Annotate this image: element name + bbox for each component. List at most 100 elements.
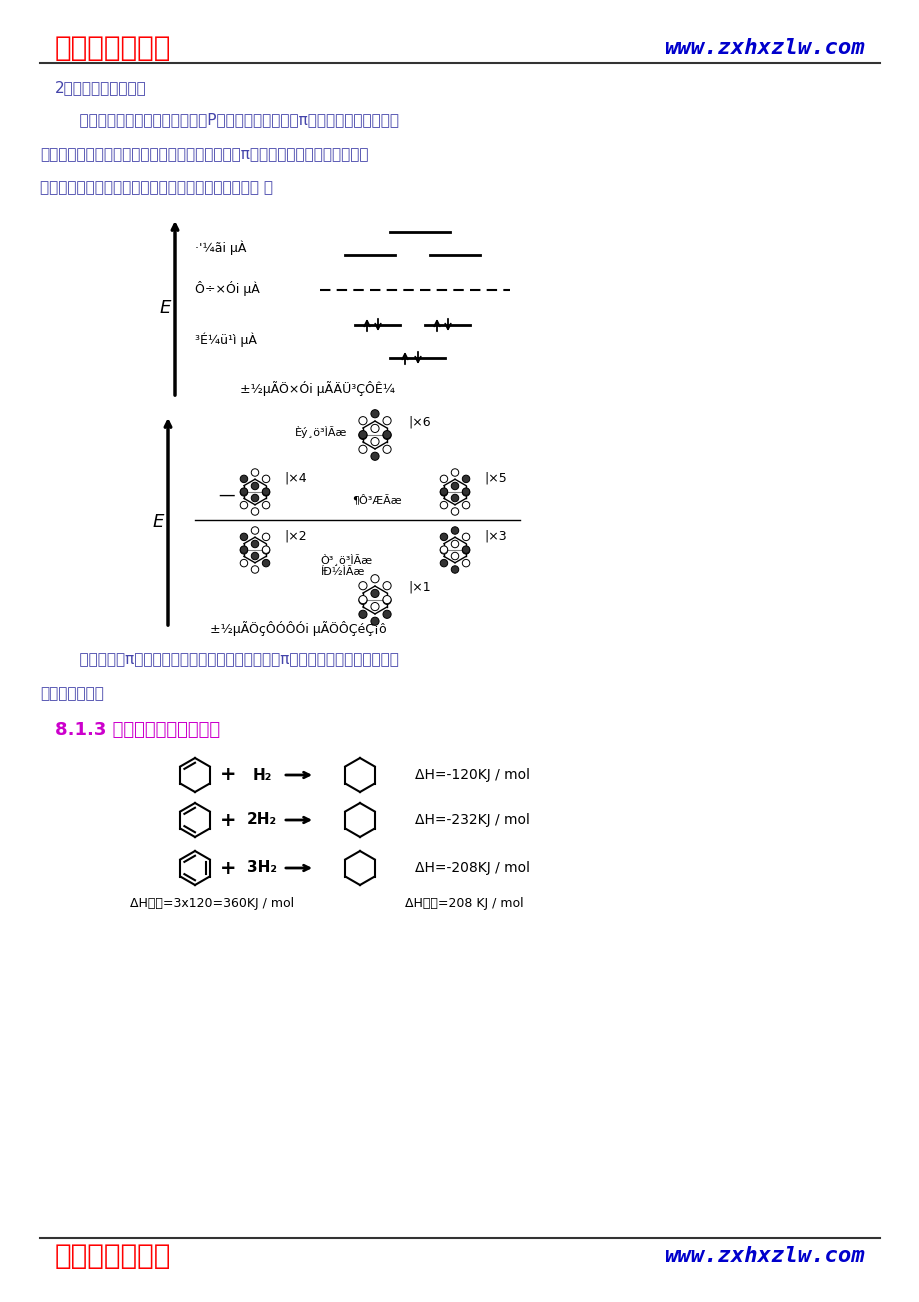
Circle shape — [251, 495, 258, 501]
Circle shape — [382, 595, 391, 604]
Text: 中学化学资料网: 中学化学资料网 — [55, 34, 171, 62]
Text: Èý¸ö³ÌÃæ: Èý¸ö³ÌÃæ — [295, 426, 347, 437]
Circle shape — [251, 540, 258, 548]
Circle shape — [358, 417, 367, 424]
Text: ±½µÃÖçÔÓÔÓi µÃÖÔÇéÇ¡ô: ±½µÃÖçÔÓÔÓi µÃÖÔÇéÇ¡ô — [210, 621, 386, 635]
Circle shape — [462, 475, 470, 483]
Circle shape — [358, 582, 367, 590]
Circle shape — [370, 617, 379, 625]
Text: |×5: |×5 — [483, 471, 506, 484]
Circle shape — [240, 488, 247, 495]
Circle shape — [462, 488, 470, 495]
Text: 2H₂: 2H₂ — [246, 812, 277, 828]
Text: 其能量比原子轨道低，所以苯分子稳定，体系能量较低 。: 其能量比原子轨道低，所以苯分子稳定，体系能量较低 。 — [40, 181, 273, 195]
Text: 苯分子的大π键是三个成键轨道叠加的结果，由于π电子都是离域的，所以碳碳: 苯分子的大π键是三个成键轨道叠加的结果，由于π电子都是离域的，所以碳碳 — [60, 652, 399, 668]
Text: ΔH=-120KJ / mol: ΔH=-120KJ / mol — [414, 768, 529, 783]
Circle shape — [251, 527, 258, 534]
Text: Ô÷×Ói µÀ: Ô÷×Ói µÀ — [195, 280, 259, 296]
Text: ·'¼ãi µÀ: ·'¼ãi µÀ — [195, 241, 246, 255]
Circle shape — [240, 501, 247, 509]
Circle shape — [439, 488, 448, 496]
Text: +: + — [220, 811, 236, 829]
Circle shape — [462, 533, 470, 540]
Circle shape — [251, 552, 258, 560]
Text: ΔH=-232KJ / mol: ΔH=-232KJ / mol — [414, 812, 529, 827]
Text: H₂: H₂ — [252, 767, 271, 783]
Circle shape — [240, 488, 247, 496]
Text: ±½µÃÖ×Ói µÃÄÜ³ÇÔÊ¼: ±½µÃÖ×Ói µÃÄÜ³ÇÔÊ¼ — [240, 380, 394, 396]
Circle shape — [262, 501, 269, 509]
Text: |×2: |×2 — [284, 530, 306, 543]
Circle shape — [451, 566, 459, 573]
Circle shape — [262, 547, 269, 555]
Circle shape — [262, 488, 269, 495]
Circle shape — [462, 547, 470, 555]
Circle shape — [251, 508, 258, 516]
Circle shape — [439, 547, 448, 555]
Circle shape — [262, 488, 269, 496]
Text: ΔH估计=3x120=360KJ / mol: ΔH估计=3x120=360KJ / mol — [130, 897, 294, 910]
Circle shape — [358, 595, 367, 604]
Circle shape — [240, 475, 247, 483]
Circle shape — [439, 560, 448, 566]
Text: Ò³¸ö³ÌÃæ
ÍÐ½ÌÃæ: Ò³¸ö³ÌÃæ ÍÐ½ÌÃæ — [320, 553, 371, 577]
Circle shape — [251, 482, 258, 490]
Text: 键长完全相同。: 键长完全相同。 — [40, 686, 104, 702]
Circle shape — [370, 590, 379, 598]
Circle shape — [370, 424, 379, 432]
Circle shape — [370, 410, 379, 418]
Circle shape — [370, 603, 379, 611]
Text: 2．分子轨道理论解释: 2．分子轨道理论解释 — [55, 81, 147, 95]
Circle shape — [240, 560, 247, 566]
Circle shape — [240, 546, 247, 553]
Circle shape — [240, 533, 247, 540]
Text: |×3: |×3 — [483, 530, 506, 543]
Circle shape — [462, 501, 470, 509]
Circle shape — [439, 546, 448, 553]
Text: +: + — [220, 858, 236, 878]
Text: |×6: |×6 — [407, 415, 430, 428]
Circle shape — [451, 527, 459, 534]
Text: |×4: |×4 — [284, 471, 306, 484]
Text: —: — — [218, 486, 234, 504]
Circle shape — [382, 611, 391, 618]
Circle shape — [370, 574, 379, 583]
Circle shape — [358, 445, 367, 453]
Text: E: E — [153, 513, 164, 531]
Text: E: E — [159, 299, 171, 316]
Circle shape — [439, 533, 448, 540]
Circle shape — [262, 546, 269, 553]
Circle shape — [251, 469, 258, 477]
Text: 3H₂: 3H₂ — [246, 861, 277, 875]
Text: 8.1.3 从氢化热看苯的稳定性: 8.1.3 从氢化热看苯的稳定性 — [55, 721, 220, 740]
Circle shape — [240, 547, 247, 555]
Circle shape — [358, 596, 367, 604]
Text: www.zxhxzlw.com: www.zxhxzlw.com — [664, 1246, 864, 1266]
Text: |×1: |×1 — [407, 581, 430, 594]
Text: ΔH实验=208 KJ / mol: ΔH实验=208 KJ / mol — [404, 897, 523, 910]
Circle shape — [370, 452, 379, 461]
Circle shape — [451, 495, 459, 501]
Circle shape — [451, 552, 459, 560]
Text: +: + — [220, 766, 236, 785]
Text: 中学化学资料网: 中学化学资料网 — [55, 1242, 171, 1269]
Text: ³É¼ü¹ì µÀ: ³É¼ü¹ì µÀ — [195, 333, 256, 348]
Circle shape — [382, 431, 391, 440]
Circle shape — [370, 437, 379, 445]
Circle shape — [262, 475, 269, 483]
Circle shape — [451, 540, 459, 548]
Text: ΔH=-208KJ / mol: ΔH=-208KJ / mol — [414, 861, 529, 875]
Text: 分子轨道理论认为，分子中六个P轨道线形组合成六个π分子轨道，其中三个成: 分子轨道理论认为，分子中六个P轨道线形组合成六个π分子轨道，其中三个成 — [60, 112, 399, 128]
Text: 键规定，三个反键轨道。在基态时，苯分子的六个π电子成对填入三个成键轨道，: 键规定，三个反键轨道。在基态时，苯分子的六个π电子成对填入三个成键轨道， — [40, 147, 369, 163]
Circle shape — [439, 488, 448, 495]
Circle shape — [451, 508, 459, 516]
Circle shape — [358, 431, 367, 440]
Circle shape — [382, 445, 391, 453]
Circle shape — [262, 560, 269, 566]
Circle shape — [251, 566, 258, 573]
Circle shape — [439, 475, 448, 483]
Circle shape — [439, 501, 448, 509]
Circle shape — [462, 546, 470, 553]
Circle shape — [451, 469, 459, 477]
Circle shape — [358, 611, 367, 618]
